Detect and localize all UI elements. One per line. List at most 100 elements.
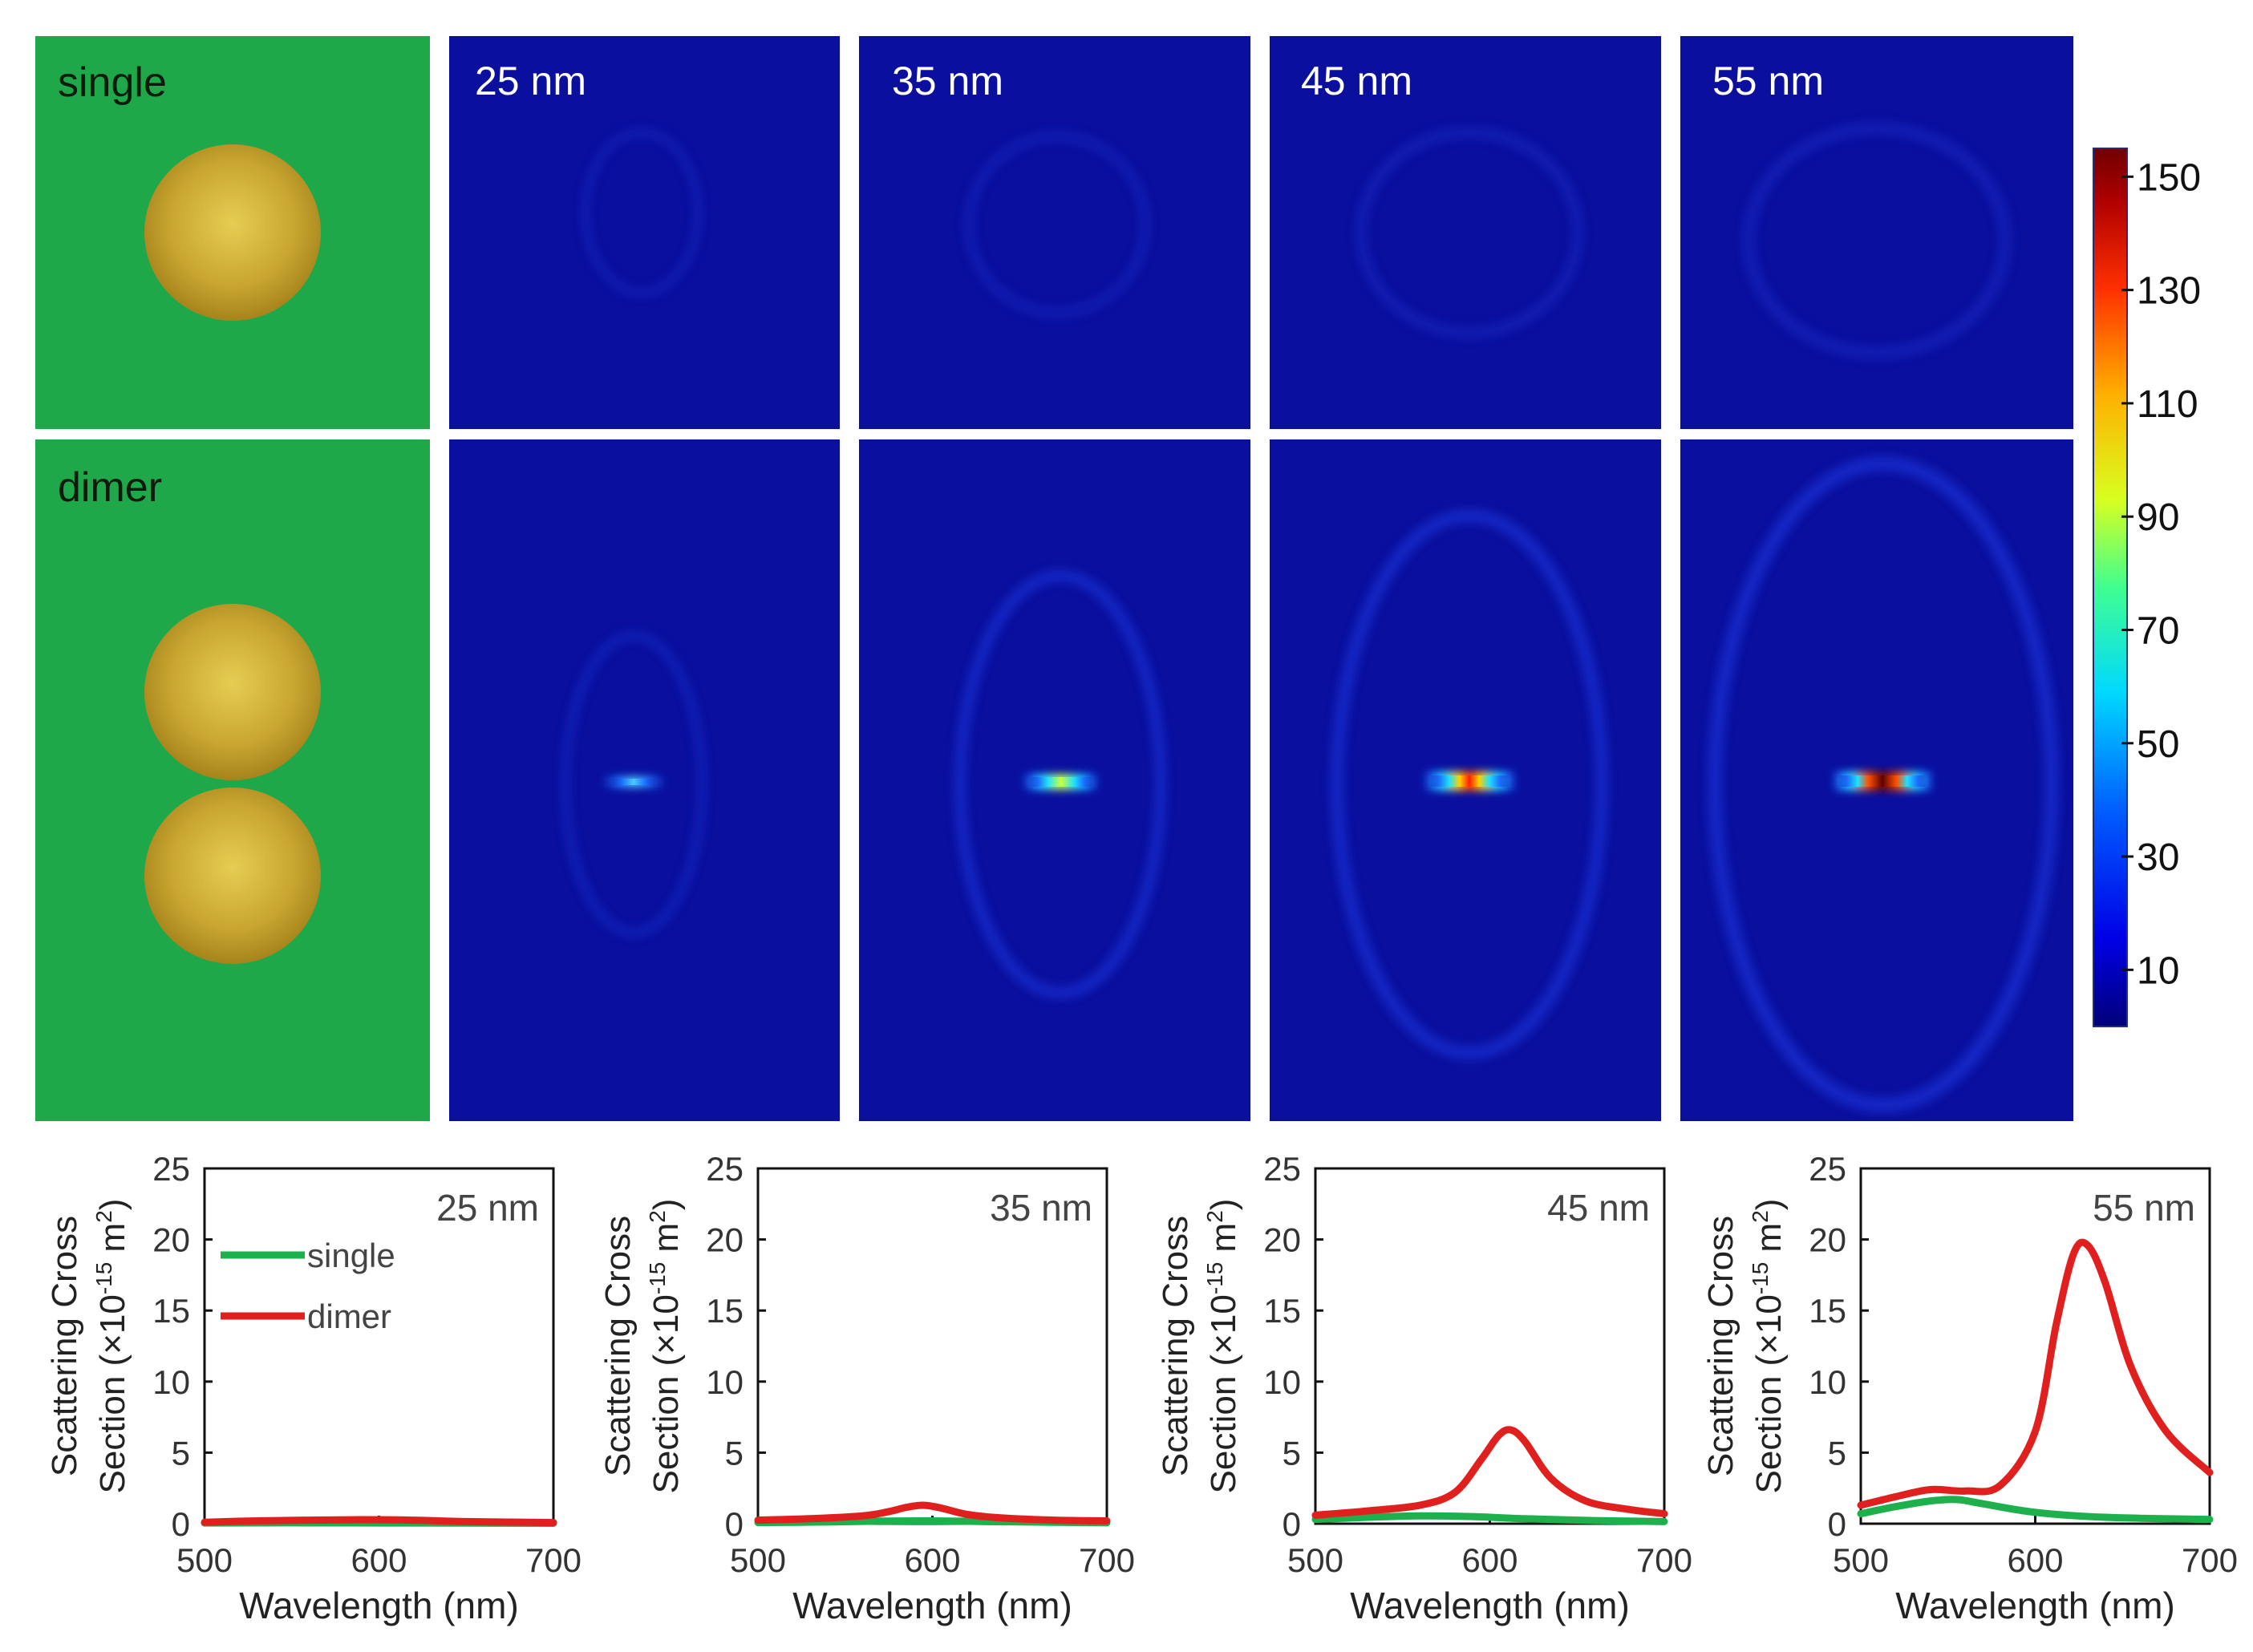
y-tick-label: 0 bbox=[172, 1505, 190, 1543]
y-label-exponent: -15 bbox=[91, 1262, 116, 1294]
colorbar-tick-label: 110 bbox=[2137, 383, 2198, 426]
y-tick-label: 15 bbox=[1263, 1292, 1301, 1330]
y-label-squared: 2 bbox=[91, 1210, 116, 1223]
y-axis-label-line1: Scattering Cross bbox=[598, 1216, 638, 1476]
y-label-unit: m bbox=[1204, 1223, 1243, 1262]
series-line-single bbox=[1857, 1496, 2214, 1524]
x-tick-label: 500 bbox=[1833, 1541, 1889, 1579]
x-axis-label: Wavelength (nm) bbox=[1895, 1585, 2175, 1626]
legend-label-dimer: dimer bbox=[307, 1298, 391, 1335]
chart-legend: single dimer bbox=[221, 1237, 395, 1335]
y-label-base: Section (×10 bbox=[1204, 1294, 1243, 1493]
x-tick-label: 600 bbox=[1461, 1541, 1518, 1579]
y-label-base: Section (×10 bbox=[93, 1294, 132, 1493]
y-label-unit: m bbox=[93, 1223, 132, 1262]
y-tick-label: 25 bbox=[1809, 1150, 1846, 1188]
dimer-nanoparticle-bottom bbox=[144, 788, 321, 964]
y-label-base: Section (×10 bbox=[646, 1294, 686, 1493]
x-tick-label: 500 bbox=[176, 1541, 233, 1579]
y-axis-label-line1: Scattering Cross bbox=[1156, 1216, 1195, 1476]
y-label-squared: 2 bbox=[1202, 1210, 1227, 1223]
y-label-squared: 2 bbox=[1748, 1210, 1773, 1223]
y-label-close: ) bbox=[93, 1199, 132, 1211]
y-tick-label: 15 bbox=[152, 1292, 190, 1330]
y-tick-label: 25 bbox=[706, 1150, 744, 1188]
x-axis-label: Wavelength (nm) bbox=[792, 1585, 1072, 1626]
field-map-single-55nm: 55 nm bbox=[1680, 36, 2073, 429]
x-axis-label: Wavelength (nm) bbox=[239, 1585, 519, 1626]
colorbar-tick-label: 70 bbox=[2137, 609, 2179, 652]
y-label-unit: m bbox=[1749, 1223, 1789, 1262]
y-tick-label: 5 bbox=[1828, 1434, 1846, 1472]
x-tick-label: 500 bbox=[1287, 1541, 1343, 1579]
y-tick-label: 15 bbox=[706, 1292, 744, 1330]
colorbar-tick-label: 50 bbox=[2137, 723, 2179, 766]
field-map-dimer-25nm bbox=[449, 439, 840, 1121]
x-tick-label: 700 bbox=[525, 1541, 581, 1579]
colorbar: 150 130 110 90 70 50 30 10 bbox=[2093, 148, 2201, 1027]
dimer-nanoparticle-top bbox=[144, 604, 321, 780]
y-label-squared: 2 bbox=[645, 1210, 670, 1223]
y-tick-label: 20 bbox=[1809, 1221, 1846, 1259]
colorbar-tick-label: 10 bbox=[2137, 949, 2179, 992]
dimer-label: dimer bbox=[58, 464, 162, 511]
size-label-single-55nm: 55 nm bbox=[1712, 59, 1824, 103]
chart-annotation: 35 nm bbox=[990, 1187, 1092, 1229]
y-axis-label-line2: Section (×10-15 m2) bbox=[1748, 1199, 1789, 1494]
y-axis-label-line1: Scattering Cross bbox=[45, 1216, 84, 1476]
y-tick-label: 20 bbox=[706, 1221, 744, 1259]
x-tick-label: 600 bbox=[2007, 1541, 2063, 1579]
single-label: single bbox=[58, 59, 167, 106]
y-tick-label: 25 bbox=[152, 1150, 190, 1188]
y-tick-label: 15 bbox=[1809, 1292, 1846, 1330]
y-label-exponent: -15 bbox=[1202, 1262, 1227, 1294]
y-label-close: ) bbox=[1204, 1199, 1243, 1211]
y-label-exponent: -15 bbox=[645, 1262, 670, 1294]
y-axis-label: Scattering Cross Section (×10-15 m2) bbox=[45, 1199, 132, 1494]
field-maps: 25 nm 35 nm 45 nm 55 nm bbox=[449, 36, 2073, 1121]
x-tick-label: 700 bbox=[1079, 1541, 1135, 1579]
single-nanoparticle bbox=[144, 144, 321, 321]
y-label-close: ) bbox=[1749, 1199, 1789, 1211]
y-tick-label: 20 bbox=[152, 1221, 190, 1259]
x-tick-label: 500 bbox=[730, 1541, 786, 1579]
colorbar-tick-label: 130 bbox=[2137, 270, 2201, 313]
series-line-dimer bbox=[1311, 1426, 1668, 1519]
field-map-dimer-45nm bbox=[1270, 439, 1661, 1121]
colorbar-tick-label: 30 bbox=[2137, 836, 2179, 879]
y-axis-label-line2: Section (×10-15 m2) bbox=[91, 1199, 132, 1494]
y-axis-label-line1: Scattering Cross bbox=[1701, 1216, 1740, 1476]
colorbar-gradient bbox=[2093, 148, 2128, 1027]
colorbar-ticks: 150 130 110 90 70 50 30 10 bbox=[2121, 156, 2201, 992]
y-axis-label: Scattering Cross Section (×10-15 m2) bbox=[598, 1199, 686, 1494]
chart-annotation: 45 nm bbox=[1547, 1187, 1650, 1229]
legend-label-single: single bbox=[307, 1237, 395, 1274]
colorbar-tick-label: 150 bbox=[2137, 156, 2201, 199]
y-label-exponent: -15 bbox=[1748, 1262, 1773, 1294]
y-tick-label: 0 bbox=[1828, 1505, 1846, 1543]
chart-annotation: 55 nm bbox=[2093, 1187, 2195, 1229]
y-tick-label: 5 bbox=[172, 1434, 190, 1472]
size-label-single-25nm: 25 nm bbox=[475, 59, 586, 103]
x-axis-label: Wavelength (nm) bbox=[1350, 1585, 1630, 1626]
y-axis-label: Scattering Cross Section (×10-15 m2) bbox=[1701, 1199, 1789, 1494]
field-map-dimer-55nm bbox=[1680, 439, 2073, 1121]
y-tick-label: 5 bbox=[725, 1434, 744, 1472]
y-axis-label-line2: Section (×10-15 m2) bbox=[1202, 1199, 1243, 1494]
y-tick-label: 20 bbox=[1263, 1221, 1301, 1259]
y-tick-label: 10 bbox=[1263, 1363, 1301, 1401]
x-tick-label: 600 bbox=[351, 1541, 407, 1579]
size-label-single-35nm: 35 nm bbox=[892, 59, 1003, 103]
field-map-dimer-35nm bbox=[859, 439, 1250, 1121]
x-tick-label: 600 bbox=[904, 1541, 960, 1579]
x-tick-label: 700 bbox=[2182, 1541, 2238, 1579]
y-tick-label: 5 bbox=[1283, 1434, 1301, 1472]
y-tick-label: 0 bbox=[725, 1505, 744, 1543]
series-line-dimer bbox=[754, 1501, 1111, 1524]
